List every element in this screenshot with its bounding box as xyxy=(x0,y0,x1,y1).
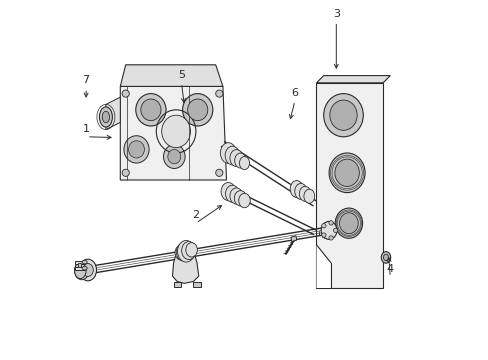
Text: 1: 1 xyxy=(83,124,90,134)
Text: 5: 5 xyxy=(178,70,184,80)
Ellipse shape xyxy=(328,221,333,225)
Ellipse shape xyxy=(333,228,337,233)
Polygon shape xyxy=(172,256,199,283)
Ellipse shape xyxy=(289,181,303,197)
Ellipse shape xyxy=(321,224,325,228)
Ellipse shape xyxy=(383,254,387,261)
Ellipse shape xyxy=(177,240,194,262)
Bar xyxy=(78,263,81,267)
Ellipse shape xyxy=(238,193,250,208)
Text: 2: 2 xyxy=(192,210,199,220)
Ellipse shape xyxy=(224,146,239,165)
Ellipse shape xyxy=(335,208,362,238)
Ellipse shape xyxy=(163,145,185,168)
Polygon shape xyxy=(120,86,226,180)
Ellipse shape xyxy=(303,189,314,203)
Bar xyxy=(173,282,181,287)
Polygon shape xyxy=(316,83,382,288)
Ellipse shape xyxy=(321,221,336,239)
Bar xyxy=(75,261,84,264)
Ellipse shape xyxy=(329,100,356,130)
Ellipse shape xyxy=(122,169,129,176)
Ellipse shape xyxy=(187,99,207,121)
Polygon shape xyxy=(316,76,389,83)
Ellipse shape xyxy=(220,143,236,163)
Text: 4: 4 xyxy=(386,264,393,274)
Ellipse shape xyxy=(239,157,249,170)
Ellipse shape xyxy=(79,259,96,281)
Text: 6: 6 xyxy=(291,88,298,98)
Ellipse shape xyxy=(215,90,223,97)
Ellipse shape xyxy=(328,236,333,240)
Ellipse shape xyxy=(176,243,190,261)
Ellipse shape xyxy=(321,233,325,237)
Ellipse shape xyxy=(167,149,181,164)
Ellipse shape xyxy=(221,183,235,201)
Ellipse shape xyxy=(294,184,306,199)
Ellipse shape xyxy=(182,94,212,126)
Ellipse shape xyxy=(136,94,166,126)
Ellipse shape xyxy=(75,262,89,280)
Text: 7: 7 xyxy=(82,75,89,85)
Ellipse shape xyxy=(123,136,149,163)
Ellipse shape xyxy=(334,159,359,186)
Ellipse shape xyxy=(82,266,87,270)
Ellipse shape xyxy=(225,185,239,202)
Ellipse shape xyxy=(185,243,197,257)
Ellipse shape xyxy=(381,252,390,263)
Ellipse shape xyxy=(182,242,196,260)
Ellipse shape xyxy=(339,213,358,234)
Ellipse shape xyxy=(328,153,365,193)
Bar xyxy=(193,282,200,287)
Ellipse shape xyxy=(75,263,86,279)
Bar xyxy=(75,267,84,270)
Ellipse shape xyxy=(323,94,363,137)
Ellipse shape xyxy=(122,90,129,97)
Ellipse shape xyxy=(215,169,223,176)
Ellipse shape xyxy=(234,190,246,206)
Ellipse shape xyxy=(162,115,190,148)
Ellipse shape xyxy=(82,264,93,276)
Ellipse shape xyxy=(99,107,112,127)
Ellipse shape xyxy=(299,186,310,201)
Polygon shape xyxy=(106,97,120,130)
Ellipse shape xyxy=(229,150,243,166)
Ellipse shape xyxy=(102,111,109,123)
Ellipse shape xyxy=(141,99,161,121)
Polygon shape xyxy=(120,65,223,86)
Polygon shape xyxy=(290,236,296,242)
Ellipse shape xyxy=(128,141,144,158)
Ellipse shape xyxy=(175,246,186,260)
Ellipse shape xyxy=(234,153,245,168)
Ellipse shape xyxy=(229,188,243,204)
Ellipse shape xyxy=(82,260,87,264)
Polygon shape xyxy=(316,245,330,288)
Text: 3: 3 xyxy=(332,9,339,19)
